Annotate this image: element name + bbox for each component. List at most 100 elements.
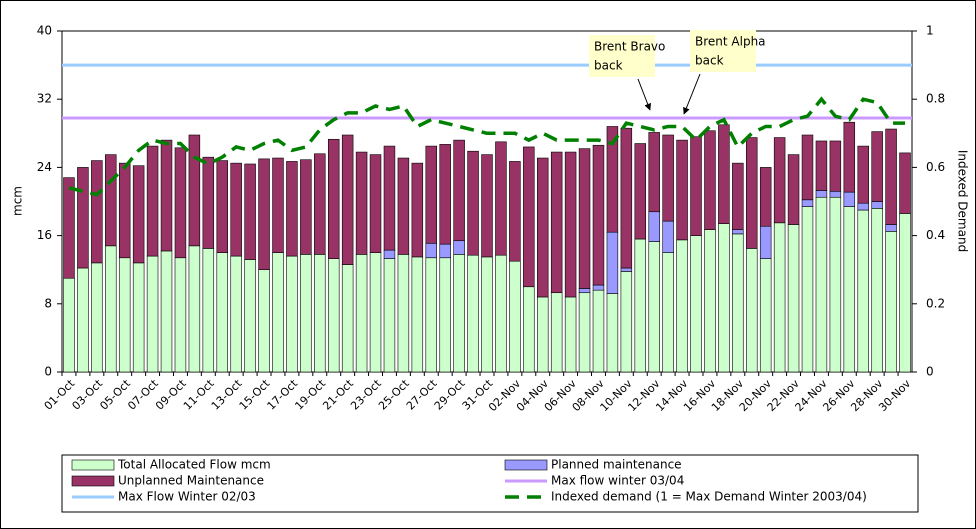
annotation-text: back: [594, 59, 623, 73]
bar-segment: [676, 139, 688, 241]
bar-segment: [606, 293, 619, 373]
bar-segment: [495, 254, 507, 373]
bar-segment: [662, 134, 674, 222]
bar-segment: [327, 138, 340, 259]
bar-segment: [718, 223, 730, 373]
bar-segment: [160, 250, 173, 373]
bar-segment: [369, 252, 382, 373]
bar-segment: [509, 260, 521, 373]
bar-segment: [439, 257, 451, 373]
bar-segment: [453, 254, 465, 373]
bar-segment: [801, 206, 814, 373]
bar-segment: [648, 132, 660, 213]
bar-segment: [230, 255, 242, 373]
annotations: Brent Bravo back Brent Alpha back: [589, 30, 766, 115]
bar-segment: [272, 157, 284, 253]
bar-segment: [118, 257, 131, 373]
bar-segment: [383, 258, 396, 373]
legend-label: Total Allocated Flow mcm: [117, 458, 271, 472]
bar-segment: [202, 156, 215, 249]
bar-segment: [550, 151, 563, 294]
bar-segment: [397, 157, 410, 255]
y-tick-label: 24: [37, 160, 52, 174]
bar-segment: [871, 131, 883, 202]
bar-segment: [118, 162, 131, 259]
bar-segment: [216, 160, 228, 253]
y-tick-label: 32: [37, 92, 52, 106]
bar-segment: [578, 288, 591, 294]
bar-segment: [801, 134, 814, 201]
y-tick-label: 16: [37, 228, 52, 242]
annotation-arrow: [637, 78, 651, 111]
bar-segment: [704, 130, 716, 230]
bar-segment: [77, 267, 89, 373]
annotation-text: Brent Alpha: [695, 35, 766, 49]
bar-segment: [341, 134, 354, 265]
bar-segment: [160, 139, 173, 252]
bar-segment: [216, 252, 228, 373]
bar-segment: [899, 213, 911, 373]
annotation-arrow: [683, 73, 701, 115]
bar-segment: [759, 258, 772, 373]
y2-tick-label: 0.2: [926, 296, 945, 310]
bar-segment: [885, 128, 897, 225]
y2-tick-label: 0.6: [926, 160, 945, 174]
y2-tick-label: 0: [926, 365, 934, 379]
bar-segment: [397, 254, 410, 373]
bar-segment: [718, 124, 730, 224]
bar-segment: [550, 292, 563, 373]
bar-segment: [592, 144, 605, 286]
bar-segment: [286, 161, 298, 257]
bar-segment: [105, 245, 117, 373]
bar-segment: [369, 154, 382, 253]
bar-segment: [509, 161, 521, 262]
bar-segment: [620, 267, 633, 272]
bar-segment: [564, 296, 577, 373]
bar-segment: [606, 231, 619, 294]
y2-tick-label: 0.4: [926, 228, 945, 242]
legend-label: Indexed demand (1 = Max Demand Winter 20…: [551, 490, 867, 504]
bar-segment: [564, 151, 577, 298]
bar-segment: [63, 277, 75, 373]
annotation-box: [690, 30, 756, 72]
legend-label: Max flow winter 03/04: [551, 474, 684, 488]
bar-segment: [467, 150, 479, 256]
bar-segment: [732, 233, 744, 373]
legend-swatch: [504, 459, 548, 471]
bar-segment: [634, 143, 647, 240]
bar-segment: [453, 240, 465, 255]
bar-segment: [592, 284, 605, 291]
bar-segment: [411, 256, 424, 373]
bar-segment: [732, 162, 744, 230]
bar-segment: [146, 145, 159, 257]
bar-segment: [383, 145, 396, 251]
bar-segment: [815, 140, 828, 191]
bar-segment: [787, 154, 800, 225]
bar-segment: [425, 242, 437, 259]
bar-segment: [676, 239, 688, 373]
y2-tick-label: 1: [926, 24, 934, 38]
y-tick-label: 0: [44, 365, 52, 379]
bar-segment: [91, 262, 103, 373]
bar-segment: [425, 145, 437, 244]
bar-segment: [314, 153, 326, 255]
bar-segment: [662, 220, 674, 253]
bar-segment: [258, 269, 270, 373]
bar-segment: [132, 262, 145, 373]
bar-segment: [578, 292, 591, 373]
y-tick-label: 40: [37, 24, 52, 38]
bar-segment: [746, 137, 758, 249]
bar-segment: [523, 146, 535, 288]
bar-segment: [244, 163, 256, 260]
bar-segment: [188, 245, 201, 373]
legend-label: Planned maintenance: [551, 458, 682, 472]
bar-segment: [773, 137, 786, 224]
bar-segment: [829, 190, 842, 198]
bar-segment: [523, 286, 535, 373]
bar-segment: [829, 196, 842, 373]
bar-segment: [843, 121, 856, 193]
legend-label: Unplanned Maintenance: [118, 474, 264, 488]
bar-segment: [174, 147, 187, 259]
bar-segment: [773, 222, 786, 373]
